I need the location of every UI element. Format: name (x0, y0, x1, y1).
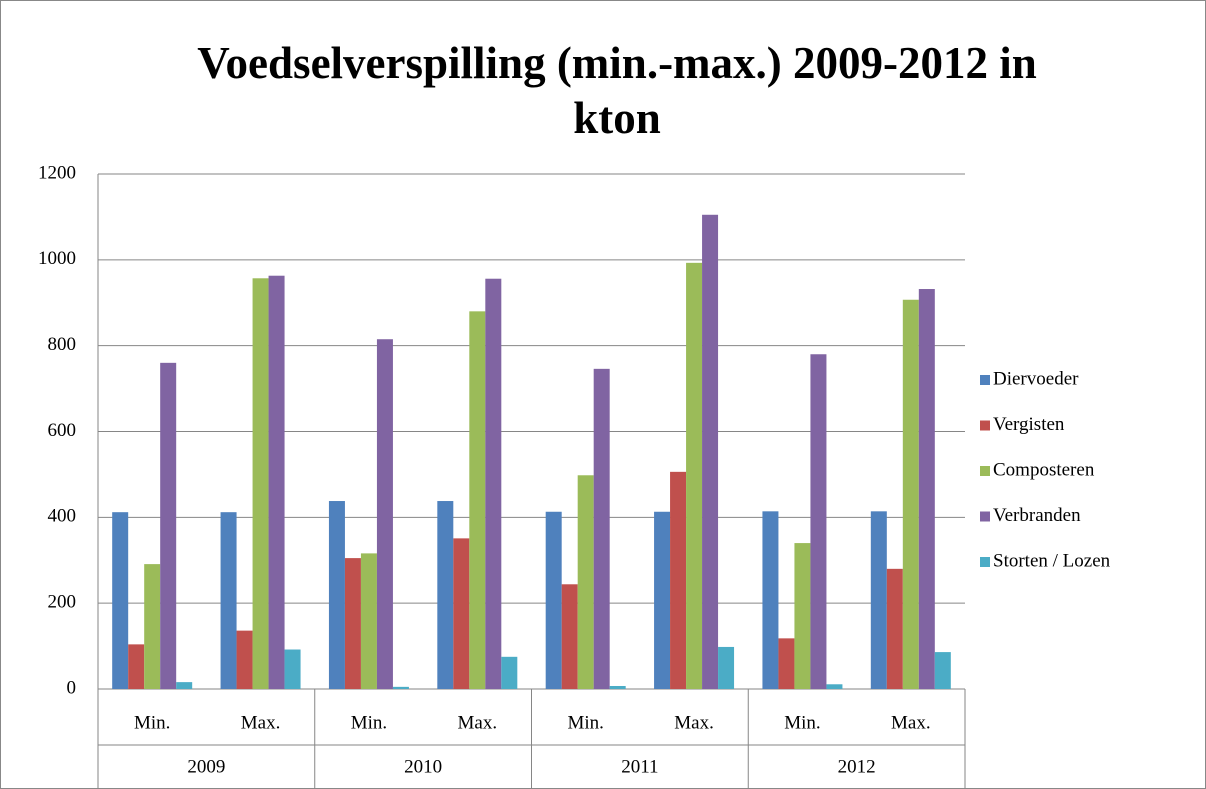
legend-swatch (980, 466, 990, 476)
y-tick-label: 200 (48, 592, 77, 613)
bar (252, 278, 269, 689)
bar (469, 311, 486, 689)
legend-label: Diervoeder (993, 368, 1079, 389)
bar (870, 511, 887, 689)
legend-swatch (980, 375, 990, 385)
y-tick-label: 400 (48, 506, 77, 527)
x-tick-label: Min. (567, 712, 603, 733)
group-label: 2009 (187, 756, 225, 777)
legend-swatch (980, 557, 990, 567)
legend-swatch (980, 420, 990, 431)
bar (826, 684, 843, 689)
bar (561, 584, 578, 689)
bar (128, 644, 145, 689)
y-tick-label: 600 (48, 420, 77, 441)
x-tick-label: Max. (674, 712, 714, 733)
bar (810, 354, 827, 689)
chart-title: Voedselverspilling (min.-max.) 2009-2012… (197, 38, 1037, 143)
x-tick-label: Min. (784, 712, 820, 733)
bar (268, 275, 285, 689)
bar (918, 289, 935, 689)
x-tick-label: Max. (241, 712, 281, 733)
bar (577, 475, 594, 689)
bar (360, 553, 377, 689)
bar (593, 368, 610, 689)
legend-label: Verbranden (993, 505, 1081, 526)
y-tick-label: 1200 (38, 162, 76, 183)
bar (934, 652, 951, 689)
bar (886, 568, 903, 689)
legend-label: Storten / Lozen (993, 550, 1111, 571)
y-tick-label: 1000 (38, 248, 76, 269)
bar (453, 538, 470, 689)
bar (284, 649, 301, 689)
bar (670, 471, 687, 689)
bar (654, 511, 671, 689)
bar (902, 299, 919, 689)
bar (176, 682, 193, 689)
bar (344, 558, 361, 689)
group-label: 2011 (621, 756, 658, 777)
bar (718, 646, 735, 689)
y-tick-label: 800 (48, 334, 77, 355)
bar (762, 511, 779, 689)
bar (236, 630, 253, 689)
bar (437, 501, 454, 689)
x-tick-label: Min. (134, 712, 170, 733)
bar (220, 512, 237, 689)
legend-label: Composteren (993, 459, 1095, 480)
group-label: 2010 (404, 756, 442, 777)
bar (376, 339, 393, 689)
bar (501, 656, 518, 689)
x-tick-label: Min. (351, 712, 387, 733)
x-tick-label: Max. (458, 712, 498, 733)
bar (778, 638, 795, 689)
bar (545, 511, 562, 689)
bar (609, 685, 626, 689)
x-tick-label: Max. (891, 712, 931, 733)
bar (160, 362, 177, 689)
group-label: 2012 (838, 756, 876, 777)
y-tick-label: 0 (67, 677, 77, 698)
bar (392, 686, 409, 689)
bar (485, 278, 502, 689)
bar (794, 543, 811, 689)
bar (686, 262, 703, 689)
legend-swatch (980, 511, 990, 522)
bar (144, 564, 161, 689)
legend-label: Vergisten (993, 414, 1065, 435)
bar (702, 214, 719, 690)
bar (328, 501, 345, 689)
bar (112, 512, 129, 689)
